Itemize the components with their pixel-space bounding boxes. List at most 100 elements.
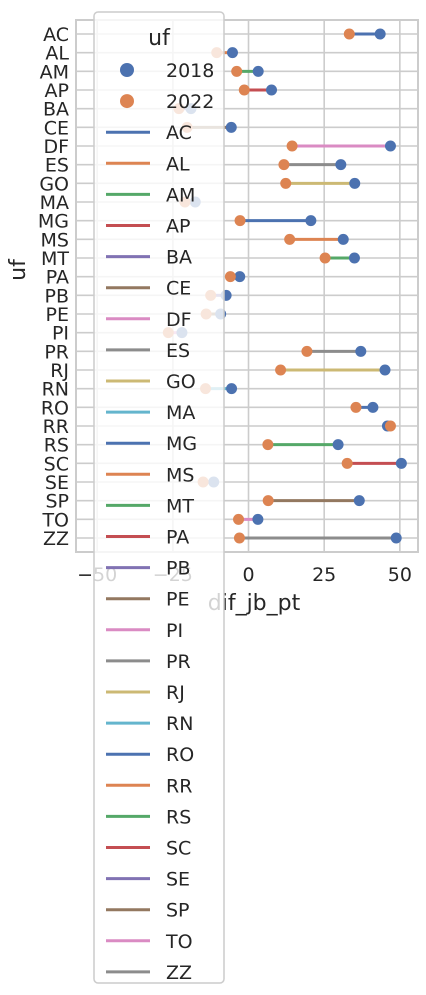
legend-label: MG <box>166 433 197 455</box>
point-2022-ac <box>343 28 355 40</box>
point-2018-rs <box>332 439 344 451</box>
legend-label: AM <box>166 184 195 206</box>
plot-frame <box>75 19 419 553</box>
legend-label: RR <box>166 775 192 797</box>
point-2018-go <box>349 177 361 189</box>
legend-label: PE <box>166 589 189 611</box>
legend-label: SE <box>166 869 190 891</box>
legend-label: MS <box>166 464 194 486</box>
y-tick-label: SP <box>45 491 69 513</box>
y-tick-label: MT <box>41 248 69 270</box>
legend: uf 2018 2022 AC AL AM AP BA CE DF ES GO MA MG MS MT PA PB… <box>93 11 225 984</box>
y-tick-label: AL <box>45 43 69 65</box>
y-tick-label: DF <box>43 136 69 158</box>
point-2022-go <box>280 177 292 189</box>
y-tick-label: AM <box>40 61 69 83</box>
plot-border <box>75 19 419 553</box>
point-2022-ro <box>350 401 362 413</box>
y-tick-label: PR <box>44 341 69 363</box>
legend-label: SP <box>166 900 190 922</box>
point-2018-ms <box>337 233 349 245</box>
y-tick-label: PB <box>45 285 70 307</box>
point-2022-rj <box>275 364 287 376</box>
point-2018-rn <box>226 383 238 395</box>
y-tick-label: RS <box>44 435 69 457</box>
y-axis-label: uf <box>6 258 31 281</box>
legend-label: MA <box>166 402 195 424</box>
y-tick-label: MA <box>40 192 69 214</box>
y-tick-labels: ACALAMAPBACEDFESGOMAMGMSMTPAPBPEPIPRRJRN… <box>38 24 70 550</box>
y-tick-label: RJ <box>50 360 69 382</box>
point-2022-mg <box>234 215 246 227</box>
legend-label: AC <box>166 122 192 144</box>
point-2018-to <box>252 513 264 525</box>
point-2018-df <box>384 140 396 152</box>
point-2018-ce <box>225 121 237 133</box>
legend-label: RS <box>166 806 191 828</box>
legend-title: uf <box>148 26 171 51</box>
legend-label: 2018 <box>166 60 214 82</box>
point-2022-pr <box>301 345 313 357</box>
point-2022-mt <box>319 252 331 264</box>
y-tick-label: AP <box>45 80 69 102</box>
legend-box <box>93 11 225 984</box>
y-tick-label: CE <box>44 117 69 139</box>
point-2022-ap <box>238 84 250 96</box>
x-tick-label: 50 <box>388 564 412 586</box>
point-2022-am <box>231 65 243 77</box>
point-2022-rs <box>262 439 274 451</box>
point-2022-zz <box>233 532 245 544</box>
y-tick-label: RN <box>42 379 69 401</box>
y-tick-label: PE <box>46 304 69 326</box>
legend-label: ZZ <box>166 962 192 984</box>
point-2018-al <box>226 47 238 59</box>
legend-label: RN <box>166 713 193 735</box>
y-tick-label: BA <box>43 99 69 121</box>
y-tick-label: PA <box>46 267 69 289</box>
point-2018-ro <box>367 401 379 413</box>
y-tick-label: SC <box>44 453 69 475</box>
y-tick-label: SE <box>45 472 69 494</box>
point-2018-pr <box>355 345 367 357</box>
legend-label: RJ <box>166 682 185 704</box>
y-tick-label: MG <box>38 211 69 233</box>
legend-label: PI <box>166 620 183 642</box>
legend-label: PB <box>166 558 191 580</box>
point-2022-sc <box>341 457 353 469</box>
legend-label: SC <box>166 838 191 860</box>
legend-label: TO <box>165 931 193 953</box>
point-2018-ap <box>266 84 278 96</box>
point-2018-sc <box>395 457 407 469</box>
y-tick-label: RO <box>41 397 69 419</box>
legend-label: 2022 <box>166 91 214 113</box>
legend-marker-2018 <box>120 63 134 77</box>
point-2022-rr <box>384 420 396 432</box>
legend-label: ES <box>166 340 190 362</box>
legend-label: RO <box>166 744 194 766</box>
point-2018-sp <box>353 495 365 507</box>
y-tick-label: ZZ <box>43 528 69 550</box>
point-2022-to <box>233 513 245 525</box>
point-2018-pa <box>234 271 246 283</box>
point-2018-ac <box>374 28 386 40</box>
y-tick-label: TO <box>41 509 69 531</box>
y-tick-label: AC <box>43 24 69 46</box>
point-2018-mt <box>348 252 360 264</box>
point-2018-am <box>252 65 264 77</box>
legend-label: AP <box>166 216 190 238</box>
y-tick-label: MS <box>41 229 69 251</box>
point-2022-sp <box>262 495 274 507</box>
point-2018-zz <box>390 532 402 544</box>
point-2018-mg <box>305 215 317 227</box>
legend-label: BA <box>166 247 192 269</box>
point-2022-pa <box>224 271 236 283</box>
point-2018-rj <box>379 364 391 376</box>
legend-label: GO <box>166 371 196 393</box>
point-2022-ms <box>284 233 296 245</box>
legend-label: PA <box>166 527 189 549</box>
legend-label: PR <box>166 651 191 673</box>
legend-label: AL <box>166 153 190 175</box>
y-tick-label: RR <box>43 416 69 438</box>
y-tick-label: PI <box>52 323 69 345</box>
